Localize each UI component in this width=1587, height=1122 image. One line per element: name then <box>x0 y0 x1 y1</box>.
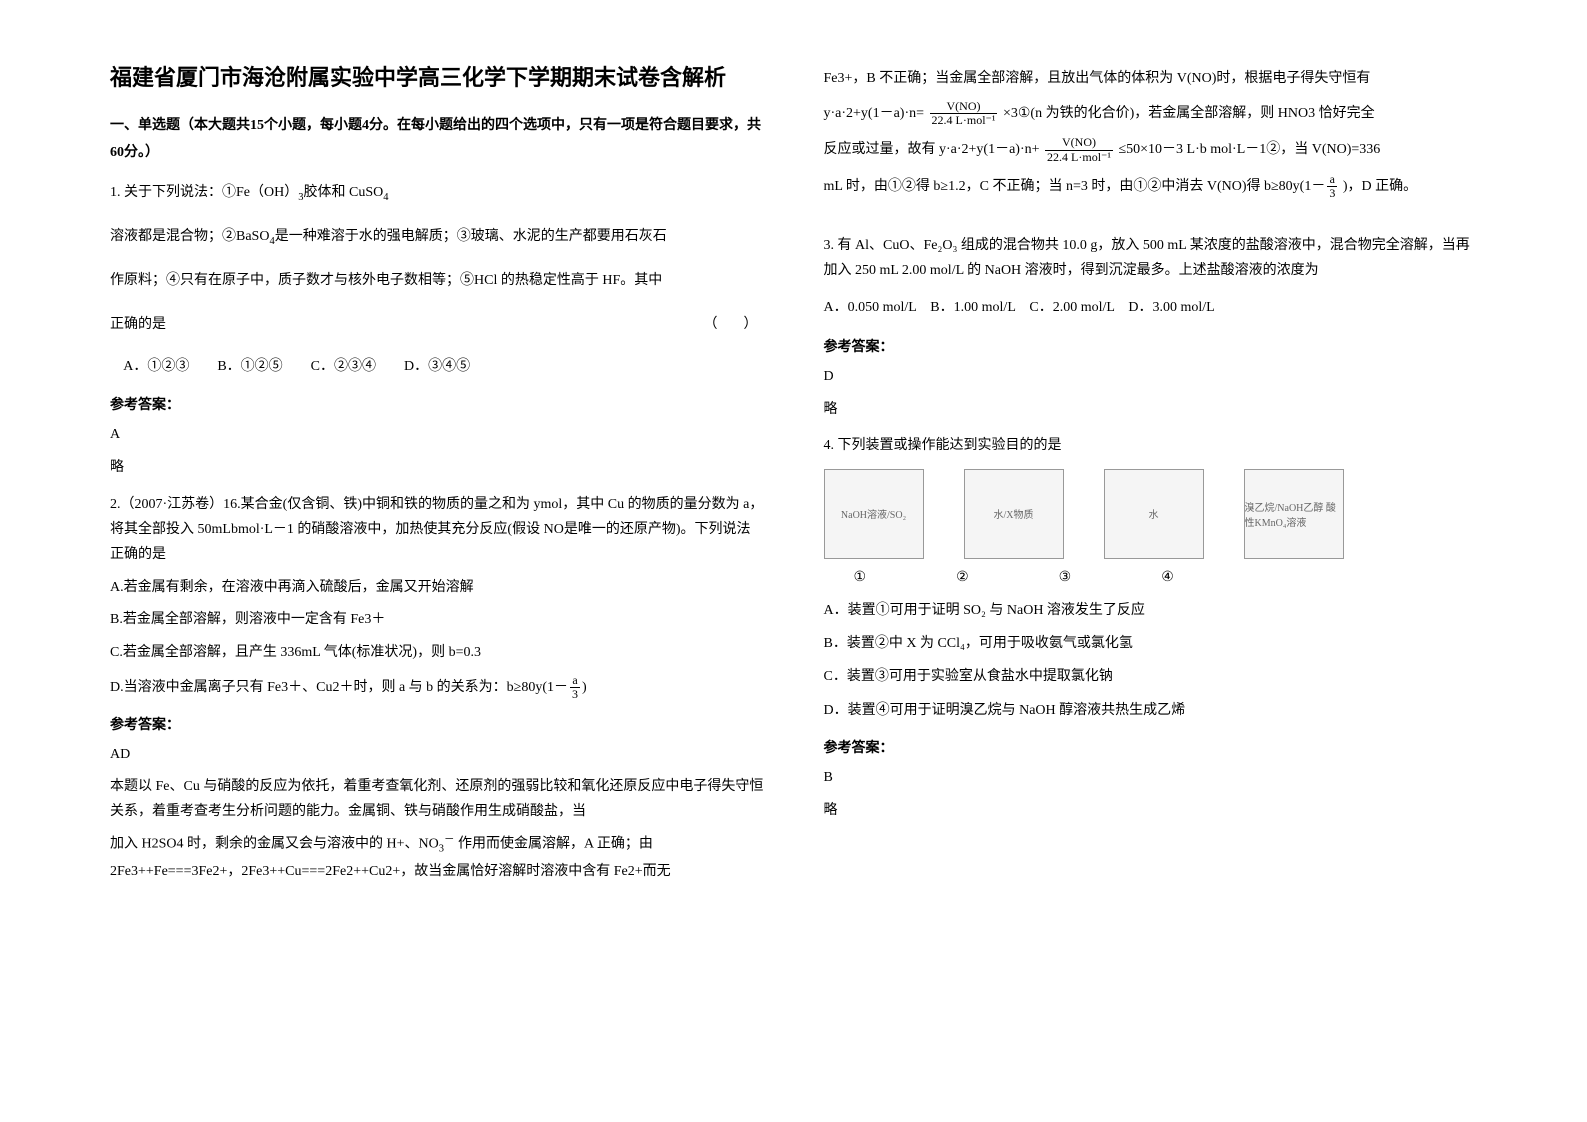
q1-answer-label: 参考答案： <box>110 394 764 414</box>
q2-frac-num: a <box>570 674 580 688</box>
q1-tail: 胶体和 CuSO <box>303 185 383 200</box>
q2-answer: AD <box>110 742 764 769</box>
q2-answer-label: 参考答案： <box>110 714 764 734</box>
apparatus-4: 溴乙烷/NaOH乙醇 酸性KMnO₄溶液 <box>1244 469 1344 559</box>
q2-expl2: 加入 H2SO4 时，剩余的金属又会与溶液中的 H+、NO3－ 作用而使金属溶解… <box>110 831 764 885</box>
q4-n2: ② <box>956 569 969 586</box>
q4-images: NaOH溶液/SO₂ 水/X物质 水 溴乙烷/NaOH乙醇 酸性KMnO₄溶液 <box>824 469 1478 559</box>
col2-frac2: a3 <box>1325 173 1339 200</box>
q3-answer2: 略 <box>824 397 1478 424</box>
col2-p1b: y·a·2+y(1－a)·n= V(NO)22.4 L·mol⁻¹ ×3①(n … <box>824 99 1478 130</box>
q1-text: 1. 关于下列说法：①Fe（OH） <box>110 185 298 200</box>
q4-optB: B．装置②中 X 为 CCl₄，可用于吸收氨气或氯化氢 <box>824 629 1478 658</box>
q4-answer: B <box>824 765 1478 792</box>
col2-frac1b-den: 22.4 L·mol⁻¹ <box>1045 151 1113 164</box>
col2-p1d: mL 时，由①②得 b≥1.2，C 不正确；当 n=3 时，由①②中消去 V(N… <box>824 172 1478 203</box>
col2-p1b-pre: y·a·2+y(1－a)·n= <box>824 106 928 121</box>
col2-frac2-den: 3 <box>1327 187 1337 200</box>
q4-numbers: ① ② ③ ④ <box>824 569 1478 586</box>
q1-answer2: 略 <box>110 455 764 482</box>
col2-frac1: V(NO)22.4 L·mol⁻¹ <box>928 100 1000 127</box>
q1-l4: 正确的是 <box>110 317 166 332</box>
q2-frac: a3 <box>568 674 582 701</box>
col2-frac1b-num: V(NO) <box>1045 136 1113 150</box>
q2-stem: 2.（2007·江苏卷）16.某合金(仅含铜、铁)中铜和铁的物质的量之和为 ym… <box>110 492 764 568</box>
q1-stem: 1. 关于下列说法：①Fe（OH）3胶体和 CuSO4 <box>110 176 764 210</box>
q1-l2b: 是一种难溶于水的强电解质；③玻璃、水泥的生产都要用石灰石 <box>275 229 667 244</box>
q4-answer2: 略 <box>824 798 1478 825</box>
apparatus-1: NaOH溶液/SO₂ <box>824 469 924 559</box>
col2-p1d-post: )，D 正确。 <box>1339 179 1417 194</box>
col2-frac1-num: V(NO) <box>930 100 998 114</box>
col2-p1a: Fe3+，B 不正确；当金属全部溶解，且放出气体的体积为 V(NO)时，根据电子… <box>824 66 1478 93</box>
q3-options: A．0.050 mol/L B．1.00 mol/L C．2.00 mol/L … <box>824 293 1478 324</box>
page-title: 福建省厦门市海沧附属实验中学高三化学下学期期末试卷含解析 <box>110 60 764 95</box>
q1-l2a: 溶液都是混合物；②BaSO <box>110 229 269 244</box>
q1-line4: 正确的是 （ ） <box>110 308 764 342</box>
q2-optD: D.当溶液中金属离子只有 Fe3＋、Cu2＋时，则 a 与 b 的关系为：b≥8… <box>110 674 764 701</box>
q2-D-pre: D.当溶液中金属离子只有 Fe3＋、Cu2＋时，则 a 与 b 的关系为：b≥8… <box>110 680 568 695</box>
q3-answer-label: 参考答案： <box>824 336 1478 356</box>
col2-p1c-pre: 反应或过量，故有 y·a·2+y(1－a)·n+ <box>824 142 1044 157</box>
q1-line2: 溶液都是混合物；②BaSO4是一种难溶于水的强电解质；③玻璃、水泥的生产都要用石… <box>110 220 764 254</box>
col2-p1d-pre: mL 时，由①②得 b≥1.2，C 不正确；当 n=3 时，由①②中消去 V(N… <box>824 179 1326 194</box>
col2-frac1-den: 22.4 L·mol⁻¹ <box>930 114 998 127</box>
q4-stem: 4. 下列装置或操作能达到实验目的的是 <box>824 433 1478 458</box>
q3-answer: D <box>824 364 1478 391</box>
q4-optD: D．装置④可用于证明溴乙烷与 NaOH 醇溶液共热生成乙烯 <box>824 696 1478 725</box>
q2-optC: C.若金属全部溶解，且产生 336mL 气体(标准状况)，则 b=0.3 <box>110 642 764 664</box>
sup-minus: － <box>444 834 455 845</box>
q4-n3: ③ <box>1059 569 1072 586</box>
q4-n1: ① <box>854 569 867 586</box>
q2-frac-den: 3 <box>570 688 580 701</box>
q2-expl1: 本题以 Fe、Cu 与硝酸的反应为依托，着重考查氧化剂、还原剂的强弱比较和氧化还… <box>110 774 764 824</box>
q4-answer-label: 参考答案： <box>824 737 1478 757</box>
q1-answer: A <box>110 422 764 449</box>
left-column: 福建省厦门市海沧附属实验中学高三化学下学期期末试卷含解析 一、单选题（本大题共1… <box>80 60 794 1062</box>
col2-p1c-post: ≤50×10－3 L·b mol·L－1②，当 V(NO)=336 <box>1115 142 1380 157</box>
col2-p1b-post: ×3①(n 为铁的化合价)，若金属全部溶解，则 HNO3 恰好完全 <box>999 106 1374 121</box>
q1-line3: 作原料；④只有在原子中，质子数才与核外电子数相等；⑤HCl 的热稳定性高于 HF… <box>110 264 764 298</box>
q2-D-post: ) <box>582 680 587 695</box>
q1-options: A．①②③ B．①②⑤ C．②③④ D．③④⑤ <box>110 352 764 383</box>
col2-frac1b: V(NO)22.4 L·mol⁻¹ <box>1043 136 1115 163</box>
q4-n4: ④ <box>1161 569 1174 586</box>
col2-p1c: 反应或过量，故有 y·a·2+y(1－a)·n+ V(NO)22.4 L·mol… <box>824 135 1478 166</box>
col2-frac2-num: a <box>1327 173 1337 187</box>
q2-optA: A.若金属有剩余，在溶液中再滴入硫酸后，金属又开始溶解 <box>110 577 764 599</box>
section-heading: 一、单选题（本大题共15个小题，每小题4分。在每小题给出的四个选项中，只有一项是… <box>110 113 764 166</box>
apparatus-2: 水/X物质 <box>964 469 1064 559</box>
q3-stem: 3. 有 Al、CuO、Fe₂O₃ 组成的混合物共 10.0 g，放入 500 … <box>824 233 1478 283</box>
q4-optC: C．装置③可用于实验室从食盐水中提取氯化钠 <box>824 662 1478 691</box>
q4-optA: A．装置①可用于证明 SO₂ 与 NaOH 溶液发生了反应 <box>824 596 1478 625</box>
apparatus-3: 水 <box>1104 469 1204 559</box>
q2-expl2a: 加入 H2SO4 时，剩余的金属又会与溶液中的 H+、NO <box>110 836 439 851</box>
right-column: Fe3+，B 不正确；当金属全部溶解，且放出气体的体积为 V(NO)时，根据电子… <box>794 60 1508 1062</box>
q1-paren: （ ） <box>704 308 764 342</box>
q2-optB: B.若金属全部溶解，则溶液中一定含有 Fe3＋ <box>110 609 764 631</box>
sub-4: 4 <box>383 192 388 203</box>
